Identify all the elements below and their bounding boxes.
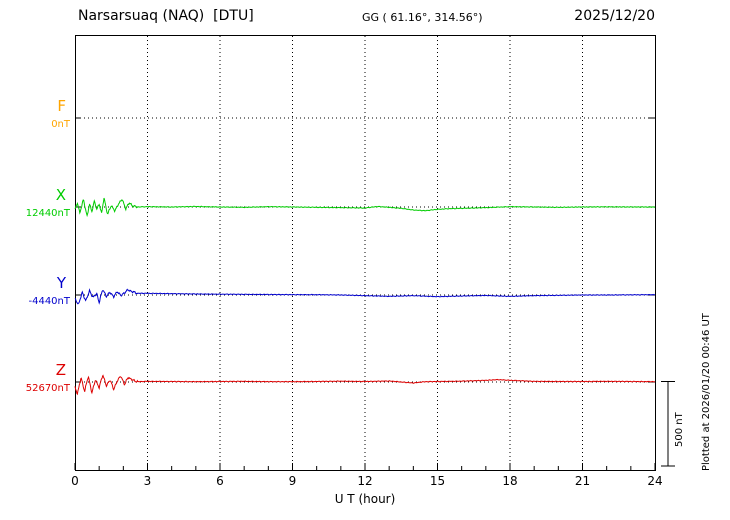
x-tick-label: 21 (574, 474, 591, 488)
trace-Y (74, 288, 655, 305)
x-axis-label: U T (hour) (334, 492, 396, 506)
series-offset-Y: -4440nT (28, 296, 70, 307)
scale-bar-label: 500 nT (674, 412, 685, 447)
plot-frame (75, 35, 656, 471)
x-tick-label: 3 (143, 474, 152, 488)
series-name-X: X (55, 186, 66, 204)
station-coordinates: GG ( 61.16°, 314.56°) (362, 11, 483, 24)
x-tick-label: 0 (71, 474, 79, 488)
trace-Z (74, 374, 656, 396)
plotted-at-note: Plotted at 2026/01/20 00:46 UT (701, 313, 712, 471)
x-tick-label: 6 (216, 474, 224, 488)
trace-X (74, 197, 655, 218)
series-name-Y: Y (56, 274, 66, 292)
x-tick-label: 18 (502, 474, 518, 488)
series-offset-X: 12440nT (25, 208, 70, 219)
series-offset-F: 0nT (51, 119, 70, 130)
x-tick-label: 12 (357, 474, 373, 488)
plot-date: 2025/12/20 (574, 8, 655, 24)
x-tick-label: 9 (288, 474, 297, 488)
series-offset-Z: 52670nT (25, 383, 70, 394)
x-tick-label: 24 (647, 474, 663, 488)
series-name-F: F (57, 97, 66, 115)
station-title: Narsarsuaq (NAQ) [DTU] (78, 8, 254, 24)
x-tick-label: 15 (429, 474, 446, 488)
series-name-Z: Z (55, 361, 66, 379)
